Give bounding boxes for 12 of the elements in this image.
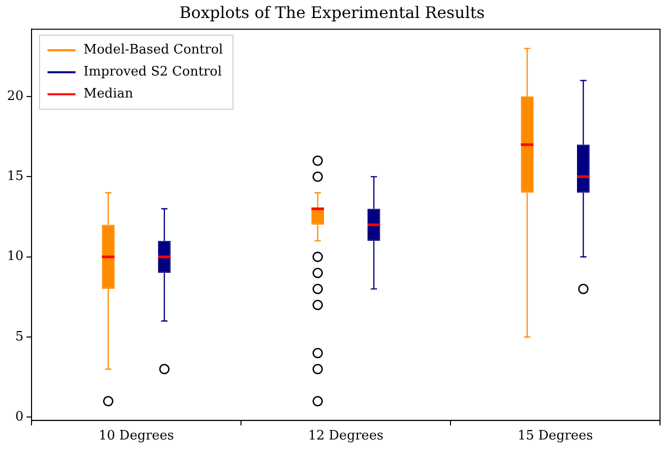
legend-label: Model-Based Control xyxy=(84,42,223,58)
legend-label: Median xyxy=(84,86,134,102)
x-tick-label: 10 Degrees xyxy=(98,428,174,444)
legend-label: Improved S2 Control xyxy=(84,64,222,80)
y-tick-label: 20 xyxy=(6,88,24,104)
y-tick-label: 5 xyxy=(15,329,24,344)
x-tick-label: 15 Degrees xyxy=(518,428,593,444)
y-tick-label: 15 xyxy=(6,169,24,184)
x-tick-label: 12 Degrees xyxy=(308,428,384,444)
y-tick-label: 0 xyxy=(15,410,24,425)
chart-title: Boxplots of The Experimental Results xyxy=(179,2,485,22)
y-tick-label: 10 xyxy=(6,249,24,264)
